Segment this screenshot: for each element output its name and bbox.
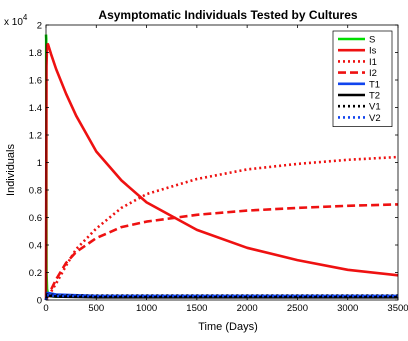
series-line-i1	[44, 155, 399, 301]
x-tick-label: 500	[88, 303, 104, 314]
y-tick-label: 2	[37, 21, 42, 32]
y-tick-label: 0.2	[29, 268, 42, 279]
y-tick-label: 1.6	[29, 76, 42, 87]
legend-label-t1: T1	[369, 79, 380, 90]
x-tick-label: 2000	[237, 303, 258, 314]
y-axis: 0 0.2 0.4 0.6 0.8 1 1.2 1.4 1.6 1.8 2	[29, 21, 398, 307]
y-tick-label: 0.6	[29, 213, 42, 224]
series-line-i2	[44, 203, 399, 301]
legend-label-t2: T2	[369, 91, 380, 102]
y-tick-label: 0	[37, 296, 42, 307]
y-tick-label: 0.4	[29, 241, 42, 252]
y-tick-label: 1.2	[29, 131, 42, 142]
y-tick-label: 0.8	[29, 186, 42, 197]
x-axis-label: Time (Days)	[198, 321, 257, 333]
y-axis-label: Individuals	[5, 144, 17, 196]
series-line-t1	[44, 291, 398, 301]
x-axis: 0 500 1000 1500 2000 2500 3000 3500	[43, 25, 408, 314]
chart-title: Asymptomatic Individuals Tested by Cultu…	[98, 8, 357, 22]
legend-box	[332, 30, 393, 127]
x-tick-label: 1500	[186, 303, 207, 314]
y-axis-multiplier-base: x 10	[4, 17, 23, 28]
x-tick-label: 0	[43, 303, 48, 314]
y-axis-multiplier-exponent: 4	[23, 13, 28, 22]
series-line-v2	[44, 293, 398, 301]
x-tick-label: 2500	[287, 303, 308, 314]
legend-label-v1: V1	[369, 102, 381, 113]
legend-label-i2: I2	[369, 68, 377, 79]
legend-label-s: S	[369, 35, 375, 46]
y-tick-label: 1	[37, 158, 42, 169]
x-tick-label: 3500	[387, 303, 408, 314]
y-tick-label: 1.4	[29, 103, 42, 114]
y-tick-label: 1.8	[29, 48, 42, 59]
y-axis-multiplier: x 104	[4, 13, 28, 28]
legend-label-i1: I1	[369, 57, 377, 68]
series-line-is	[44, 42, 399, 301]
legend-label-is: Is	[369, 46, 377, 57]
x-tick-label: 3000	[337, 303, 358, 314]
x-tick-label: 1000	[136, 303, 157, 314]
legend-label-v2: V2	[369, 113, 381, 124]
